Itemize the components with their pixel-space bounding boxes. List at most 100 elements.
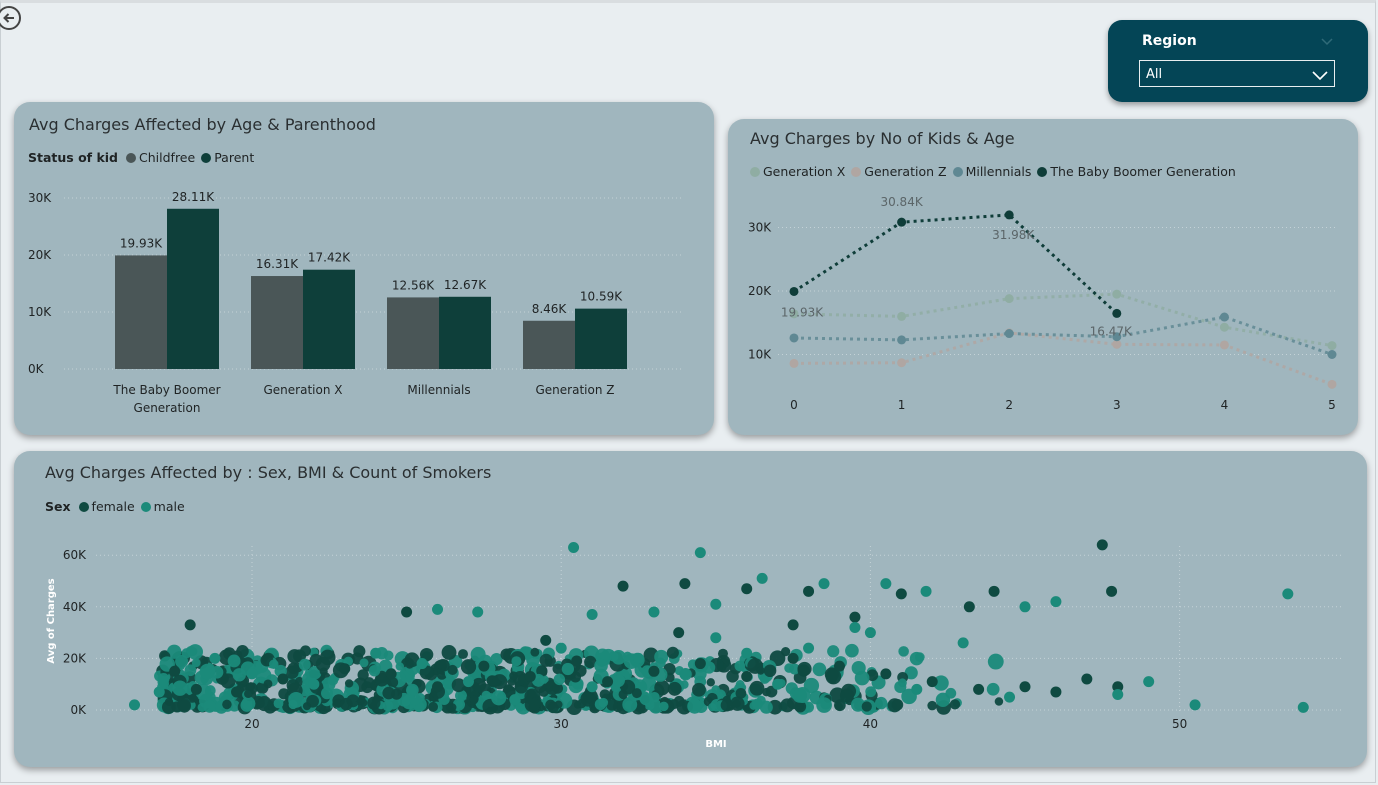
data-point: [509, 671, 518, 681]
legend-item-gen-x[interactable]: Generation X: [750, 164, 845, 179]
data-point: [363, 677, 375, 689]
data-point: [784, 663, 794, 673]
data-point: [1004, 294, 1014, 304]
data-point: [639, 692, 653, 706]
data-point: [963, 601, 975, 613]
data-point: [405, 660, 414, 669]
data-point: [594, 658, 608, 673]
data-point: [481, 690, 491, 700]
legend-item-boomer[interactable]: The Baby Boomer Generation: [1037, 164, 1236, 179]
data-label: 8.46K: [532, 302, 568, 316]
data-point: [515, 702, 525, 712]
eraser-icon[interactable]: [1320, 32, 1334, 51]
data-point: [762, 687, 771, 697]
data-point: [1143, 676, 1155, 688]
data-point: [611, 650, 627, 665]
data-point: [898, 678, 907, 688]
data-point: [319, 667, 328, 676]
legend-item-millennials[interactable]: Millennials: [952, 164, 1031, 179]
legend-item-gen-z[interactable]: Generation Z: [851, 164, 947, 179]
legend-item-parent[interactable]: Parent: [201, 150, 254, 165]
scatter-chart-plot: 0K 20K 40K 60K 20 30 40 50 BMI Avg of Charges: [46, 539, 1344, 750]
data-point: [416, 658, 428, 670]
data-point: [850, 697, 866, 712]
legend-item-childfree[interactable]: Childfree: [126, 150, 195, 165]
data-point: [584, 655, 597, 669]
y-tick-label: 10K: [28, 305, 52, 319]
scatter-chart-legend: Sex female male: [45, 499, 191, 514]
legend-item-male[interactable]: male: [140, 499, 185, 514]
data-point: [920, 585, 932, 597]
data-point: [789, 333, 799, 343]
data-point: [184, 619, 196, 631]
bar-chart-title: Avg Charges Affected by Age & Parenthood: [29, 115, 376, 134]
data-point: [1219, 340, 1229, 350]
data-point: [895, 588, 907, 600]
scatter-chart-title: Avg Charges Affected by : Sex, BMI & Cou…: [45, 463, 492, 482]
data-point: [797, 664, 810, 677]
region-slicer[interactable]: Region All: [1108, 20, 1368, 102]
data-point: [649, 691, 660, 703]
data-point: [717, 648, 728, 659]
data-point: [232, 668, 246, 682]
data-point: [406, 685, 417, 696]
data-label: 12.56K: [392, 278, 435, 292]
region-dropdown[interactable]: All: [1139, 60, 1335, 87]
data-point: [679, 578, 691, 590]
data-point: [419, 647, 434, 662]
data-point: [509, 694, 521, 706]
data-point: [241, 696, 256, 711]
data-point: [227, 654, 241, 668]
x-tick-label: 50: [1172, 717, 1187, 731]
bar-chart-legend: Status of kid Childfree Parent: [28, 150, 260, 165]
data-point: [1112, 308, 1122, 318]
data-point: [694, 547, 706, 559]
bar: [439, 296, 491, 369]
data-point: [530, 647, 540, 657]
data-point: [911, 683, 923, 695]
data-label: 30.84K: [880, 195, 923, 209]
bar-chart-card: Avg Charges Affected by Age & Parenthood…: [14, 102, 714, 435]
x-tick-label: 20: [244, 717, 259, 731]
data-point: [866, 669, 879, 682]
data-point: [432, 603, 444, 615]
back-button[interactable]: [0, 6, 21, 30]
data-point: [1219, 322, 1229, 332]
data-point: [1019, 681, 1031, 693]
y-tick-label: 0K: [70, 703, 87, 717]
slicer-title: Region: [1142, 33, 1197, 49]
bar: [387, 297, 439, 369]
data-point: [994, 697, 1004, 706]
data-point: [708, 703, 717, 712]
data-point: [367, 696, 381, 710]
data-point: [631, 688, 642, 699]
data-point: [897, 335, 907, 345]
data-point: [759, 673, 770, 684]
data-point: [854, 670, 870, 686]
data-point: [741, 670, 753, 682]
data-point: [667, 681, 682, 696]
data-point: [437, 659, 450, 672]
data-point: [203, 699, 217, 713]
y-tick-label: 60K: [63, 548, 87, 562]
data-point: [222, 699, 232, 710]
data-point: [602, 676, 614, 688]
data-point: [554, 700, 563, 709]
data-point: [861, 701, 872, 712]
data-point: [184, 664, 197, 677]
data-point: [687, 698, 703, 714]
data-point: [555, 642, 567, 654]
data-point: [387, 676, 399, 688]
data-point: [553, 673, 566, 686]
x-tick-label: Generation Z: [536, 383, 615, 397]
data-point: [432, 681, 444, 693]
data-point: [694, 658, 706, 670]
data-label: 19.93K: [781, 305, 824, 319]
data-point: [382, 686, 396, 700]
data-point: [1019, 601, 1031, 613]
data-point: [726, 670, 739, 683]
data-point: [666, 646, 679, 659]
data-point: [763, 664, 777, 678]
data-point: [569, 671, 582, 683]
legend-item-female[interactable]: female: [78, 499, 135, 514]
